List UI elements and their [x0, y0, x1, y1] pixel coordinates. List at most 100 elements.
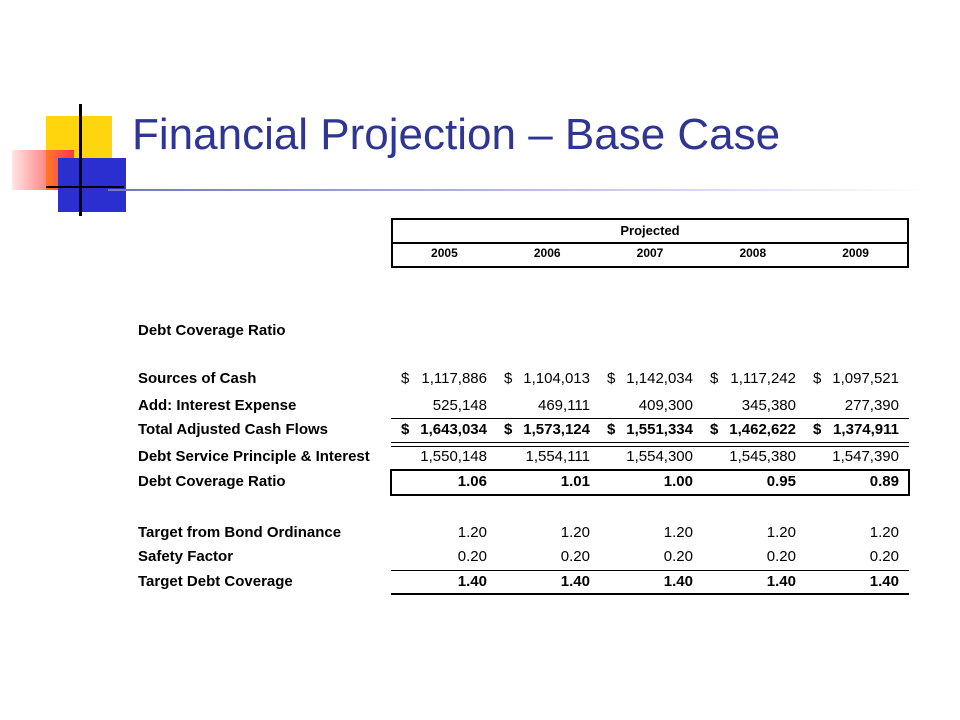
dollar-sign: $	[813, 370, 822, 387]
cell-value: 1,643,034	[420, 421, 487, 438]
cell-value: 1.20	[869, 524, 899, 541]
dollar-sign: $	[401, 421, 410, 438]
cell-value: 1.20	[663, 524, 693, 541]
cell-value: 1,104,013	[523, 370, 590, 387]
table-cell: 0.20	[599, 547, 701, 567]
table-cell: $1,142,034	[599, 369, 701, 389]
cell-value: 1.40	[663, 573, 693, 590]
table-cell: 1.20	[393, 523, 495, 543]
table-cell: 345,380	[702, 396, 804, 416]
row-label: Target Debt Coverage	[138, 573, 293, 590]
cell-value: 0.20	[560, 548, 590, 565]
cell-value: 1.06	[457, 473, 487, 490]
cell-value: 0.20	[869, 548, 899, 565]
table-cell: 1.40	[702, 572, 804, 592]
table-cell: 1.20	[496, 523, 598, 543]
year-header: 2006	[533, 246, 561, 260]
dollar-sign: $	[504, 421, 513, 438]
dollar-sign: $	[813, 421, 822, 438]
underline-safety-factor	[391, 570, 909, 571]
table-cell: 0.20	[393, 547, 495, 567]
table-cell: $1,573,124	[496, 420, 598, 440]
dollar-sign: $	[504, 370, 513, 387]
table-cell: $1,097,521	[805, 369, 907, 389]
table-cell: 1.40	[393, 572, 495, 592]
cell-value: 1.20	[766, 524, 796, 541]
cell-value: 469,111	[538, 397, 590, 414]
table-cell: $1,374,911	[805, 420, 907, 440]
cell-value: 1,547,390	[832, 448, 899, 465]
table-cell: 469,111	[496, 396, 598, 416]
cell-value: 1,142,034	[626, 370, 693, 387]
table-cell: 525,148	[393, 396, 495, 416]
cell-value: 1.20	[560, 524, 590, 541]
year-header: 2008	[739, 246, 767, 260]
year-header: 2007	[636, 246, 664, 260]
decorative-horizontal-line	[46, 186, 124, 188]
cell-value: 1.00	[663, 473, 693, 490]
table-cell: 1,554,300	[599, 447, 701, 467]
year-headers: 2005 2006 2007 2008 2009	[393, 244, 907, 268]
table-cell: $1,117,242	[702, 369, 804, 389]
dollar-sign: $	[607, 370, 616, 387]
cell-value: 1.40	[457, 573, 487, 590]
table-cell: 409,300	[599, 396, 701, 416]
cell-value: 277,390	[844, 397, 899, 414]
row-label: Add: Interest Expense	[138, 397, 297, 414]
cell-value: 1.01	[560, 473, 590, 490]
table-cell: 1.06	[393, 472, 495, 492]
table-cell: 1,554,111	[496, 447, 598, 467]
cell-value: 1,554,300	[626, 448, 693, 465]
cell-value: 1,550,148	[420, 448, 487, 465]
table-cell: 0.89	[805, 472, 907, 492]
slide-title: Financial Projection – Base Case	[132, 110, 781, 159]
table-cell: 1,547,390	[805, 447, 907, 467]
debt-coverage-ratio-box	[390, 469, 910, 496]
section-label: Debt Coverage Ratio	[138, 322, 286, 339]
cell-value: 0.20	[663, 548, 693, 565]
table-cell: 1,545,380	[702, 447, 804, 467]
table-cell: $1,551,334	[599, 420, 701, 440]
decorative-vertical-line	[79, 104, 82, 216]
underline-interest	[391, 418, 909, 419]
decorative-blue-block	[58, 158, 126, 212]
title-underline	[108, 189, 928, 191]
projection-header: Projected 2005 2006 2007 2008 2009	[391, 218, 909, 268]
cell-value: 1,573,124	[523, 421, 590, 438]
table-cell: 0.95	[702, 472, 804, 492]
cell-value: 1,545,380	[729, 448, 796, 465]
table-cell: 1.40	[805, 572, 907, 592]
cell-value: 1,117,886	[421, 370, 487, 387]
table-cell: 0.20	[805, 547, 907, 567]
cell-value: 1.40	[869, 573, 899, 590]
dollar-sign: $	[710, 370, 719, 387]
row-label: Sources of Cash	[138, 370, 257, 387]
table-cell: 1.20	[599, 523, 701, 543]
row-label: Debt Service Principle & Interest	[138, 448, 370, 465]
dollar-sign: $	[607, 421, 616, 438]
row-label: Safety Factor	[138, 548, 234, 565]
cell-value: 1,117,242	[730, 370, 796, 387]
row-label: Target from Bond Ordinance	[138, 524, 342, 541]
cell-value: 1,554,111	[525, 448, 590, 465]
row-label: Total Adjusted Cash Flows	[138, 421, 329, 438]
dollar-sign: $	[710, 421, 719, 438]
cell-value: 1.40	[766, 573, 796, 590]
cell-value: 1.20	[457, 524, 487, 541]
table-cell: 0.20	[496, 547, 598, 567]
table-cell: $1,117,886	[393, 369, 495, 389]
cell-value: 1,462,622	[729, 421, 796, 438]
cell-value: 0.95	[766, 473, 796, 490]
table-cell: $1,462,622	[702, 420, 804, 440]
cell-value: 1,374,911	[833, 421, 899, 438]
table-cell: 1,550,148	[393, 447, 495, 467]
cell-value: 0.89	[869, 473, 899, 490]
cell-value: 0.20	[457, 548, 487, 565]
dollar-sign: $	[401, 370, 410, 387]
table-cell: 1.40	[496, 572, 598, 592]
year-header: 2005	[431, 246, 458, 260]
table-cell: 1.20	[805, 523, 907, 543]
cell-value: 1.40	[560, 573, 590, 590]
cell-value: 409,300	[638, 397, 693, 414]
year-header: 2009	[842, 246, 869, 260]
